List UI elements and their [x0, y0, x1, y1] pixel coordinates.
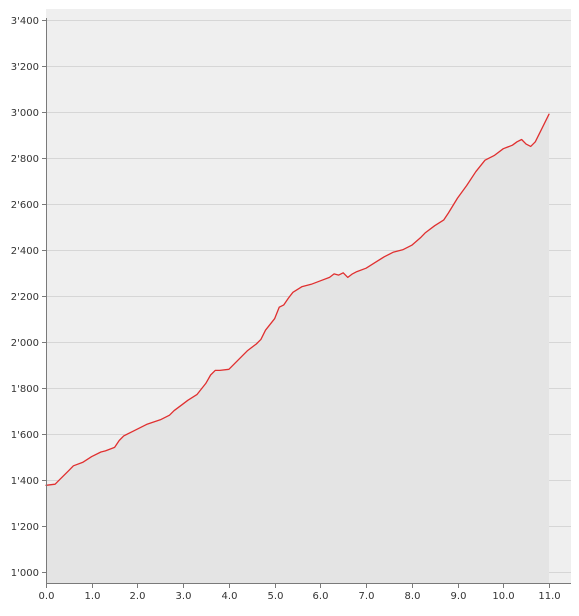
- series-line: [45, 113, 550, 486]
- y-tick-label: 3'400: [11, 16, 39, 27]
- x-tick-label: 9.0: [451, 591, 467, 602]
- y-tick-label: 1'200: [11, 522, 39, 533]
- x-tick-label: 0.0: [39, 591, 55, 602]
- x-tick-label: 11.0: [538, 591, 560, 602]
- y-tick-label: 2'600: [11, 200, 39, 211]
- x-tick-labels: 0.0 1.0 2.0 3.0 4.0 5.0 6.0 7.0 8.0 9.0 10.0 11.0: [39, 591, 561, 602]
- series-area-layer: [46, 114, 549, 583]
- y-tick-label: 2'800: [11, 154, 39, 165]
- axes: [42, 18, 571, 588]
- x-tick-label: 3.0: [176, 591, 192, 602]
- series-area: [46, 114, 549, 583]
- series-line-layer: [45, 113, 550, 486]
- y-tick-label: 2'000: [11, 338, 39, 349]
- y-tick-label: 1'600: [11, 430, 39, 441]
- x-tick-label: 8.0: [405, 591, 421, 602]
- x-tick-label: 5.0: [268, 591, 284, 602]
- y-tick-labels: 1'000 1'200 1'400 1'600 1'800 2'000 2'200 2'400…: [11, 16, 39, 579]
- y-tick-label: 1'000: [11, 568, 39, 579]
- x-tick-label: 10.0: [492, 591, 514, 602]
- x-tick-label: 1.0: [85, 591, 101, 602]
- x-tick-label: 7.0: [359, 591, 375, 602]
- x-tick-label: 4.0: [222, 591, 238, 602]
- y-tick-label: 2'200: [11, 292, 39, 303]
- y-tick-label: 3'200: [11, 62, 39, 73]
- y-tick-label: 2'400: [11, 246, 39, 257]
- y-tick-label: 1'400: [11, 476, 39, 487]
- y-tick-label: 1'800: [11, 384, 39, 395]
- x-tick-label: 2.0: [130, 591, 146, 602]
- y-tick-label: 3'000: [11, 108, 39, 119]
- x-tick-label: 6.0: [313, 591, 329, 602]
